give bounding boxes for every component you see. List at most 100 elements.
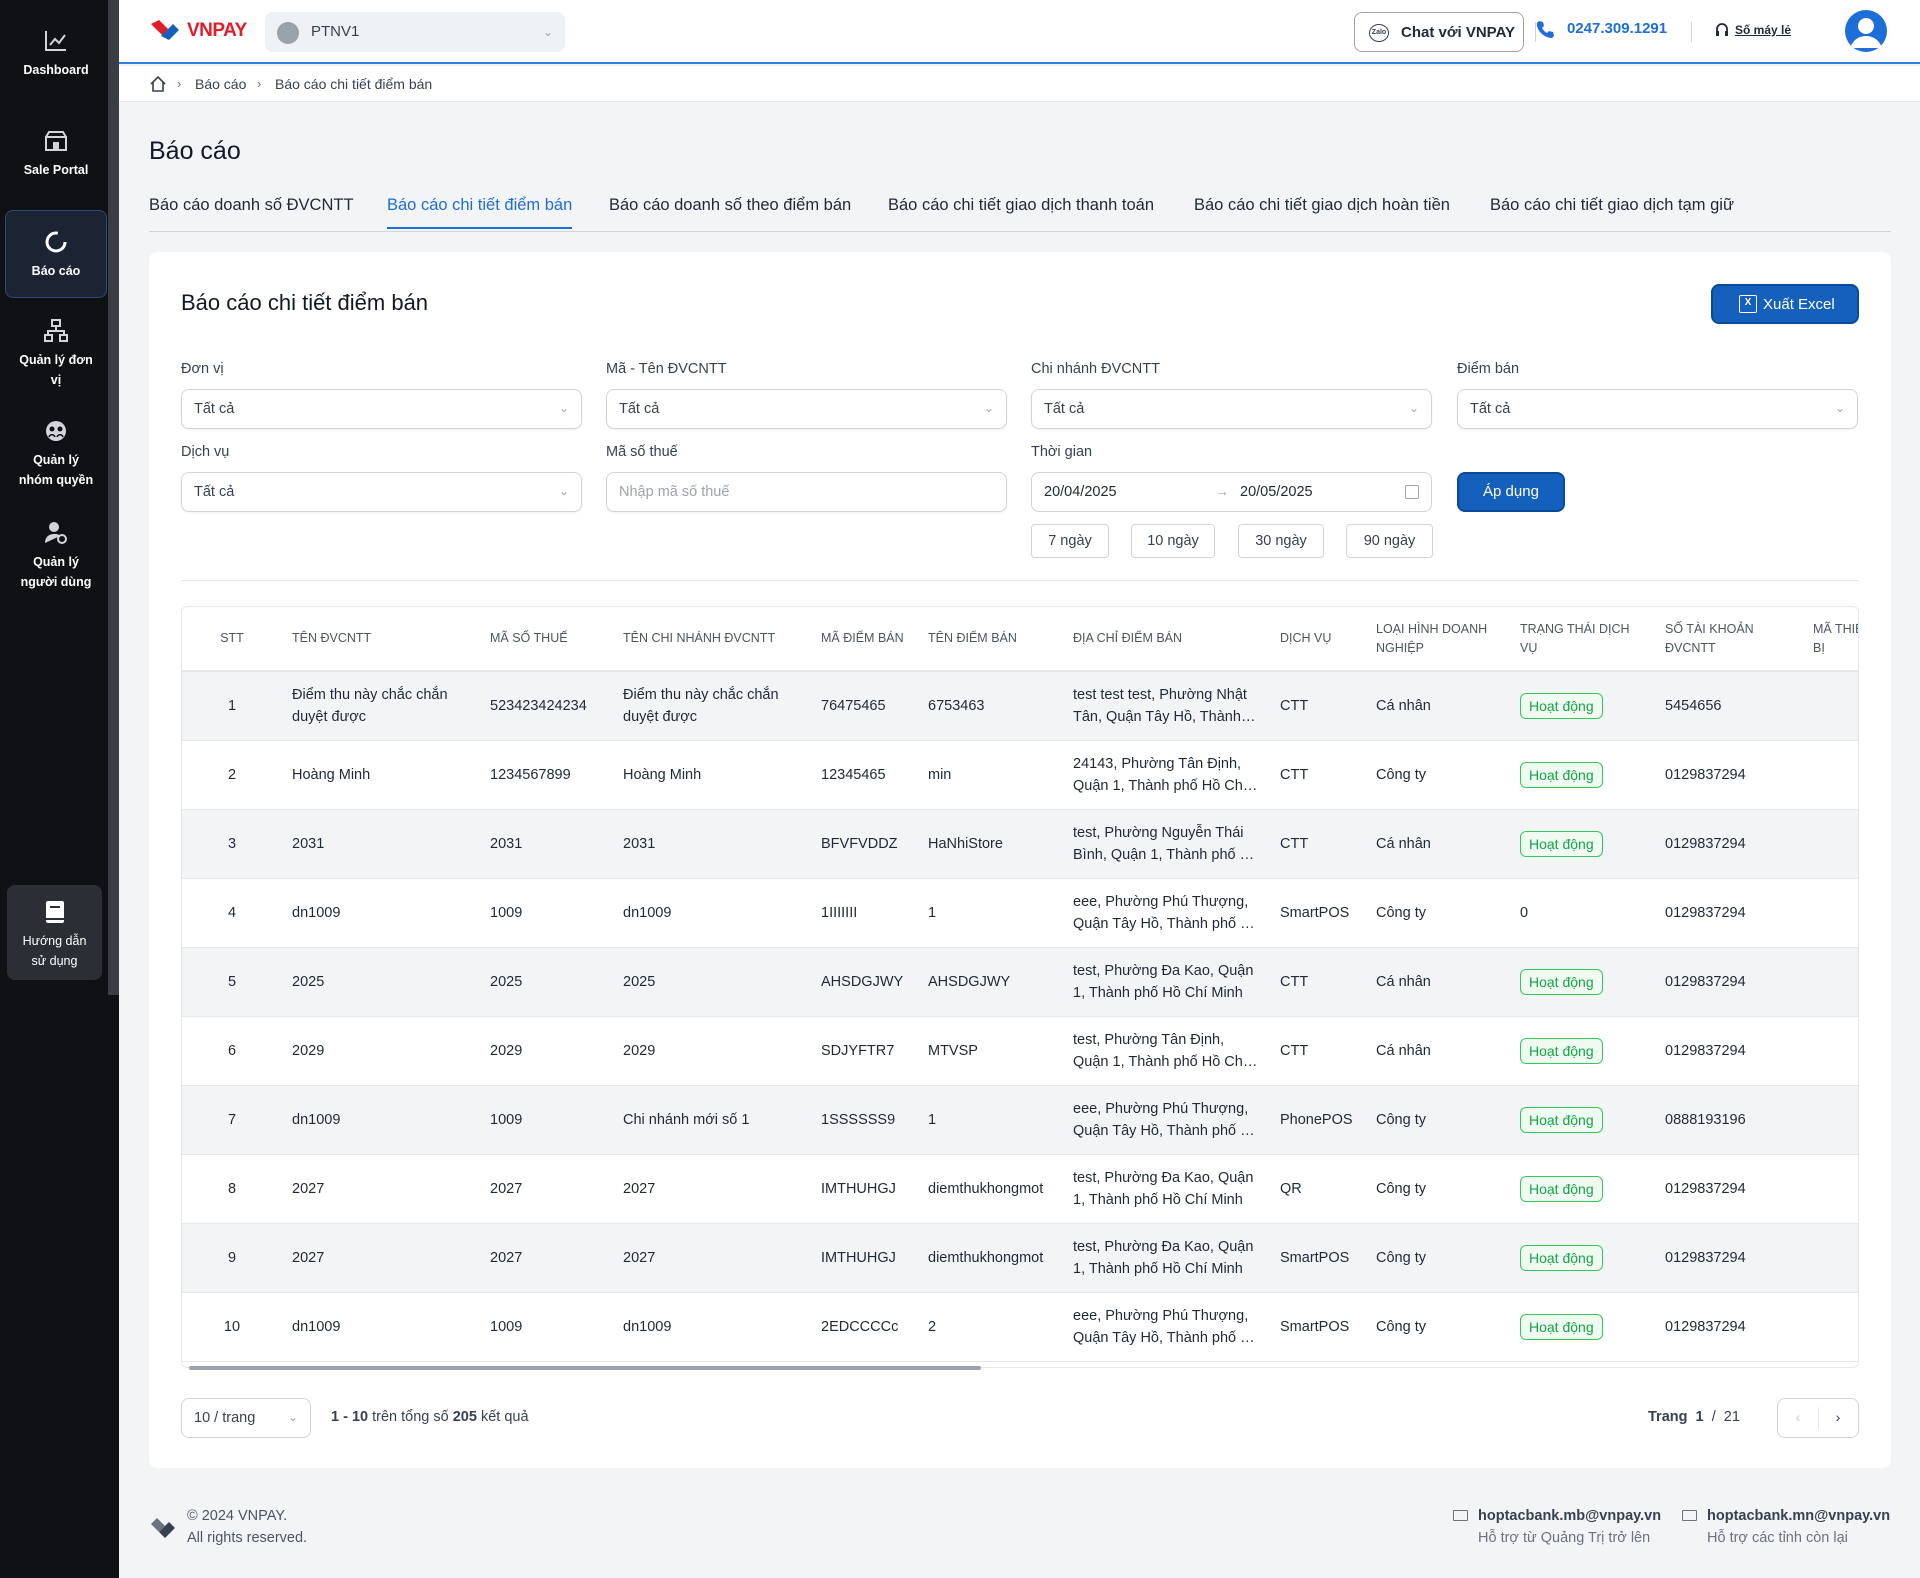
page-title: Báo cáo xyxy=(149,137,241,165)
table-row[interactable]: 5 2025 2025 2025 AHSDGJWY AHSDGJWY test, Phườn… xyxy=(182,947,1858,1017)
cell-merchant-name: 2027 xyxy=(282,1223,480,1293)
status-badge: Hoạt động xyxy=(1520,1175,1603,1202)
sidebar-item-quan-ly-don-vi[interactable]: Quản lý đơn vị xyxy=(5,318,107,388)
sidebar-scroll-rail xyxy=(108,0,119,995)
pagination-range-mid: trên tổng số xyxy=(372,1409,449,1425)
cell-branch: 2025 xyxy=(613,947,811,1017)
table-row[interactable]: 4 dn1009 1009 dn1009 1IIIIIII 1 eee, Phường Ph… xyxy=(182,878,1858,948)
chevron-down-icon: ⌄ xyxy=(542,25,553,39)
unit-select[interactable]: PTNV1 ⌄ xyxy=(265,12,565,52)
next-page-button[interactable]: › xyxy=(1835,1409,1841,1425)
pagination-page-label: Trang xyxy=(1648,1409,1688,1425)
date-range-picker[interactable]: 20/04/2025 → 20/05/2025 xyxy=(1031,472,1432,512)
export-excel-button[interactable]: X Xuất Excel xyxy=(1711,284,1859,324)
tab-doanh-so-theo-diem-ban[interactable]: Báo cáo doanh số theo điểm bán xyxy=(609,196,852,214)
quick-7-days-button[interactable]: 7 ngày xyxy=(1031,524,1109,558)
cell-stt: 2 xyxy=(182,740,282,810)
vnpay-logo[interactable]: VNPAY xyxy=(149,14,249,48)
cell-branch: dn1009 xyxy=(613,1292,811,1362)
quick-90-days-button[interactable]: 90 ngày xyxy=(1346,524,1433,558)
page-size-select[interactable]: 10 / trang ⌄ xyxy=(181,1398,311,1438)
cell-pos-name: AHSDGJWY xyxy=(918,947,1063,1017)
table-row[interactable]: 8 2027 2027 2027 IMTHUHGJ diemthukhongmot test… xyxy=(182,1154,1858,1224)
breadcrumb-separator: › xyxy=(177,76,182,91)
table-row[interactable]: 7 dn1009 1009 Chi nhánh mới số 1 1SSSSSS9 1 ee… xyxy=(182,1085,1858,1155)
filter-tax-input[interactable]: Nhập mã số thuế xyxy=(606,472,1007,512)
cell-account: 0129837294 xyxy=(1655,1292,1803,1362)
extension-lines-link[interactable]: Số máy lẻ xyxy=(1716,23,1791,37)
cell-merchant-name: dn1009 xyxy=(282,1292,480,1362)
cell-account: 0129837294 xyxy=(1655,1223,1803,1293)
filter-branch-value: Tất cả xyxy=(1044,401,1085,417)
sidebar-item-sale-portal[interactable]: Sale Portal xyxy=(5,128,107,188)
contact-email[interactable]: hoptacbank.mb@vnpay.vn xyxy=(1478,1508,1662,1524)
cell-address: 24143, Phường Tân Định, Quận 1, Thành ph… xyxy=(1063,740,1270,810)
filter-branch-label: Chi nhánh ĐVCNTT xyxy=(1031,361,1160,377)
cell-tax: 1009 xyxy=(480,1085,613,1155)
cell-pos-name: diemthukhongmot xyxy=(918,1223,1063,1293)
tab-giao-dich-thanh-toan[interactable]: Báo cáo chi tiết giao dịch thanh toán xyxy=(888,196,1155,214)
chat-vnpay-button[interactable]: Zalo Chat với VNPAY xyxy=(1354,12,1524,52)
cell-pos-code: BFVFVDDZ xyxy=(811,809,918,879)
quick-10-days-button[interactable]: 10 ngày xyxy=(1131,524,1215,558)
breadcrumb-separator: › xyxy=(257,76,262,91)
address-text: 24143, Phường Tân Định, Quận 1, Thành ph… xyxy=(1073,755,1247,794)
pagination-nav: ‹ › xyxy=(1777,1398,1859,1438)
cell-merchant-name: dn1009 xyxy=(282,1085,480,1155)
cell-pos-code: 1IIIIIII xyxy=(811,878,918,948)
sidebar-item-quan-ly-nguoi-dung[interactable]: Quản lý người dùng xyxy=(5,520,107,590)
table-row[interactable]: 2 Hoàng Minh 1234567899 Hoàng Minh 12345465 m… xyxy=(182,740,1858,810)
cell-pos-name: diemthukhongmot xyxy=(918,1154,1063,1224)
filter-service-select[interactable]: Tất cả ⌄ xyxy=(181,472,582,512)
table-row[interactable]: 1 Điểm thu này chắc chắn duyệt được 523423… xyxy=(182,671,1858,741)
sidebar-item-bao-cao[interactable]: Báo cáo xyxy=(5,210,107,298)
cell-stt: 6 xyxy=(182,1016,282,1086)
cell-merchant-name: 2031 xyxy=(282,809,480,879)
sidebar-item-quan-ly-nhom-quyen[interactable]: Quản lý nhóm quyền xyxy=(5,418,107,488)
sidebar-item-label: Dashboard xyxy=(23,63,89,77)
sidebar-item-dashboard[interactable]: Dashboard xyxy=(5,28,107,88)
cell-tax: 2027 xyxy=(480,1223,613,1293)
table-horizontal-scrollbar[interactable] xyxy=(189,1366,981,1370)
filter-tax-label: Mã số thuế xyxy=(606,444,678,460)
home-icon[interactable] xyxy=(149,75,167,93)
filter-unit-select[interactable]: Tất cả ⌄ xyxy=(181,389,582,429)
hotline-link[interactable]: 0247.309.1291 xyxy=(1536,20,1667,38)
status-badge: Hoạt động xyxy=(1520,830,1603,857)
cell-service: CTT xyxy=(1270,947,1366,1017)
cell-pos-name: 2 xyxy=(918,1292,1063,1362)
filter-branch-select[interactable]: Tất cả ⌄ xyxy=(1031,389,1432,429)
table-row[interactable]: 10 dn1009 1009 dn1009 2EDCCCCc 2 eee, Phường P… xyxy=(182,1292,1858,1362)
filter-merchant-value: Tất cả xyxy=(619,401,660,417)
date-to[interactable]: 20/05/2025 xyxy=(1240,484,1313,500)
cell-tax: 2025 xyxy=(480,947,613,1017)
contact-email[interactable]: hoptacbank.mn@vnpay.vn xyxy=(1707,1508,1891,1524)
apply-button[interactable]: Áp dụng xyxy=(1457,472,1565,512)
user-avatar[interactable] xyxy=(1845,10,1887,52)
date-from[interactable]: 20/04/2025 xyxy=(1044,484,1117,500)
cell-business-type: Cá nhân xyxy=(1366,671,1510,741)
filter-pos-select[interactable]: Tất cả ⌄ xyxy=(1457,389,1858,429)
tab-giao-dich-tam-giu[interactable]: Báo cáo chi tiết giao dịch tạm giữ xyxy=(1490,196,1735,214)
table-row[interactable]: 3 2031 2031 2031 BFVFVDDZ HaNhiStore test, Phư… xyxy=(182,809,1858,879)
tab-giao-dich-hoan-tien[interactable]: Báo cáo chi tiết giao dịch hoàn tiền xyxy=(1194,196,1450,214)
cell-account: 0129837294 xyxy=(1655,740,1803,810)
cell-service: SmartPOS xyxy=(1270,1292,1366,1362)
cell-address: eee, Phường Phú Thượng, Quận Tây Hồ, Thà… xyxy=(1063,1292,1270,1362)
tab-chi-tiet-diem-ban[interactable]: Báo cáo chi tiết điểm bán xyxy=(387,196,573,229)
breadcrumb: › Báo cáo › Báo cáo chi tiết điểm bán xyxy=(119,66,1920,102)
report-table-container[interactable]: STT Tên ĐVCNTT Mã số thuế Tên chi nhánh … xyxy=(181,606,1859,1368)
unit-select-value: PTNV1 xyxy=(311,23,360,40)
cell-address: test, Phường Tân Định, Quận 1, Thành phố… xyxy=(1063,1016,1270,1086)
table-row[interactable]: 6 2029 2029 2029 SDJYFTR7 MTVSP test, Phường T… xyxy=(182,1016,1858,1086)
quick-30-days-button[interactable]: 30 ngày xyxy=(1238,524,1324,558)
filter-merchant-select[interactable]: Tất cả ⌄ xyxy=(606,389,1007,429)
col-header-service: Dịch vụ xyxy=(1270,607,1366,672)
table-row[interactable]: 9 2027 2027 2027 IMTHUHGJ diemthukhongmot test… xyxy=(182,1223,1858,1293)
prev-page-button[interactable]: ‹ xyxy=(1795,1409,1801,1425)
sidebar-item-huong-dan[interactable]: Hướng dẫn sử dụng xyxy=(7,885,102,980)
chevron-down-icon: ⌄ xyxy=(558,484,569,498)
tab-doanh-so-dvcntt[interactable]: Báo cáo doanh số ĐVCNTT xyxy=(149,196,354,214)
breadcrumb-item[interactable]: Báo cáo xyxy=(195,76,247,92)
cell-service-status: 0 xyxy=(1510,878,1655,948)
